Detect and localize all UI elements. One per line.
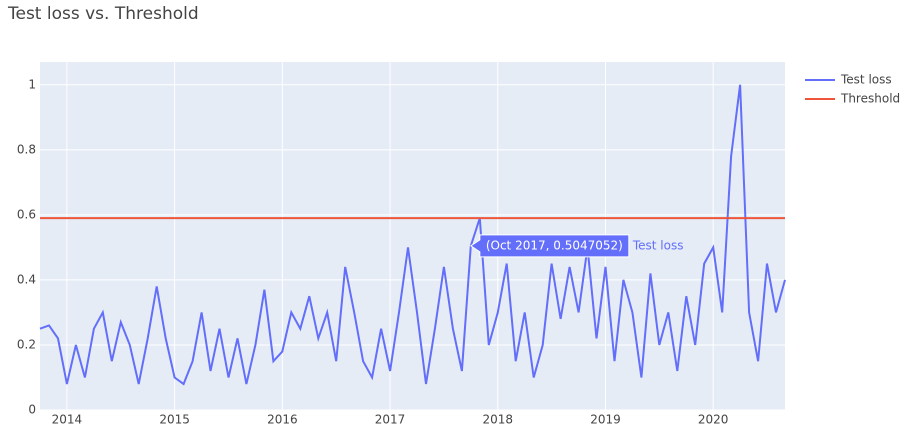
hover-text: (Oct 2017, 0.5047052): [486, 238, 623, 252]
y-tick-label: 1: [28, 77, 36, 91]
x-tick-label: 2020: [698, 413, 729, 427]
hover-box: [469, 234, 630, 258]
x-tick-label: 2018: [482, 413, 513, 427]
hover-name: Test loss: [632, 238, 684, 252]
hover-label: (Oct 2017, 0.5047052) Test loss: [469, 234, 684, 258]
x-tick-label: 2016: [267, 413, 298, 427]
x-tick-label: 2015: [159, 413, 190, 427]
plot-area: [40, 62, 785, 410]
series-line: [39, 84, 786, 386]
legend-label: Test loss: [840, 73, 892, 87]
legend-label: Threshold: [840, 92, 900, 106]
y-tick-label: 0.4: [17, 272, 36, 286]
chart-title: Test loss vs. Threshold: [7, 4, 199, 24]
y-tick-label: 0.6: [17, 207, 36, 221]
y-tick-label: 0.8: [17, 142, 36, 156]
x-tick-label: 2014: [52, 413, 83, 427]
y-tick-label: 0.2: [17, 337, 36, 351]
x-tick-label: 2019: [590, 413, 621, 427]
x-tick-label: 2017: [375, 413, 406, 427]
y-tick-label: 0: [28, 403, 36, 417]
